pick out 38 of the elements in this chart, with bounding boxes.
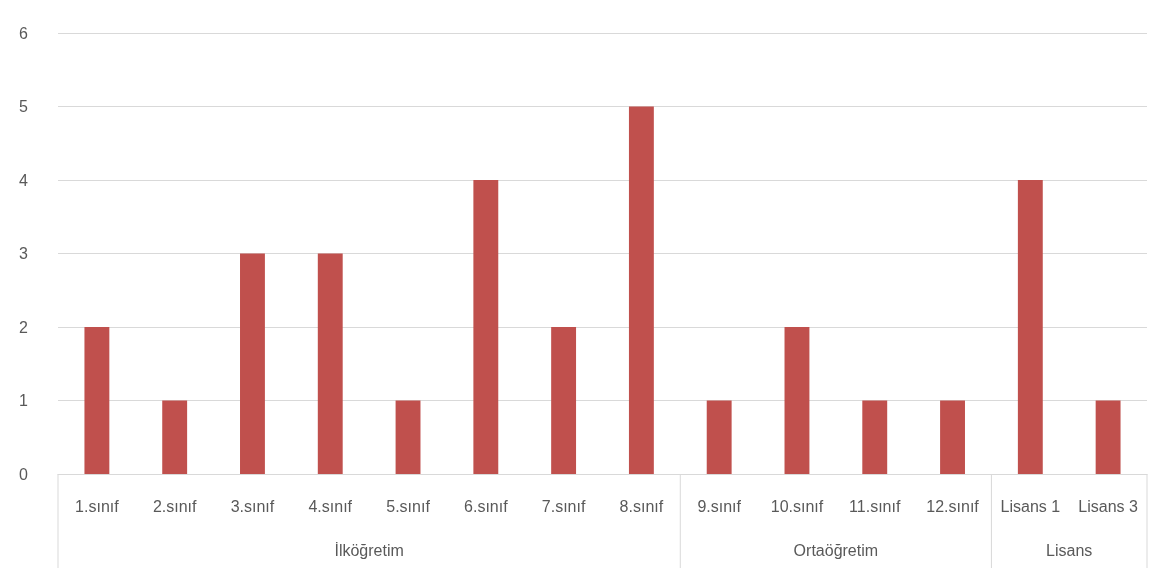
bar <box>473 180 499 474</box>
text: Lisans <box>1046 541 1093 559</box>
bar <box>784 327 810 474</box>
x-tick-label: 4.sınıf <box>308 497 353 515</box>
y-tick-label: 3 <box>19 245 29 262</box>
x-tick-label: 12.sınıf <box>926 497 980 515</box>
text: Ortaöğretim <box>793 541 879 559</box>
y-tick-label: 1 <box>19 392 29 409</box>
x-tick-label: 1.sınıf <box>75 497 120 515</box>
y-tick-label: 5 <box>19 98 29 115</box>
y-tick-label: 0 <box>19 465 29 483</box>
bar <box>240 253 265 474</box>
bar <box>317 253 343 474</box>
bar <box>84 327 110 474</box>
bar <box>706 400 732 474</box>
x-tick-label: 2.sınıf <box>152 497 198 515</box>
bar <box>862 400 888 474</box>
x-tick-label: Lisans 1 <box>1000 497 1061 515</box>
bar <box>162 400 188 474</box>
y-tick-label: 4 <box>19 171 29 189</box>
y-tick-label: 2 <box>19 318 29 336</box>
x-tick-label: 8.sınıf <box>619 497 664 515</box>
x-tick-label: 9.sınıf <box>697 497 742 515</box>
bar <box>628 106 654 474</box>
x-tick-label: 6.sınıf <box>464 497 509 515</box>
text: İlköğretim <box>334 540 404 559</box>
bar <box>551 327 577 474</box>
x-tick-label: 7.sınıf <box>541 497 586 515</box>
bar <box>1095 400 1121 474</box>
bar <box>395 400 421 474</box>
x-tick-label: 11.sınıf <box>849 497 901 515</box>
x-tick-label: 3.sınıf <box>230 497 275 515</box>
x-tick-label: Lisans 3 <box>1078 497 1139 515</box>
y-tick-label: 6 <box>19 24 29 42</box>
x-tick-label: 10.sınıf <box>770 497 824 515</box>
bar <box>940 400 965 474</box>
x-tick-label: 5.sınıf <box>386 497 431 515</box>
bar <box>1017 180 1043 474</box>
